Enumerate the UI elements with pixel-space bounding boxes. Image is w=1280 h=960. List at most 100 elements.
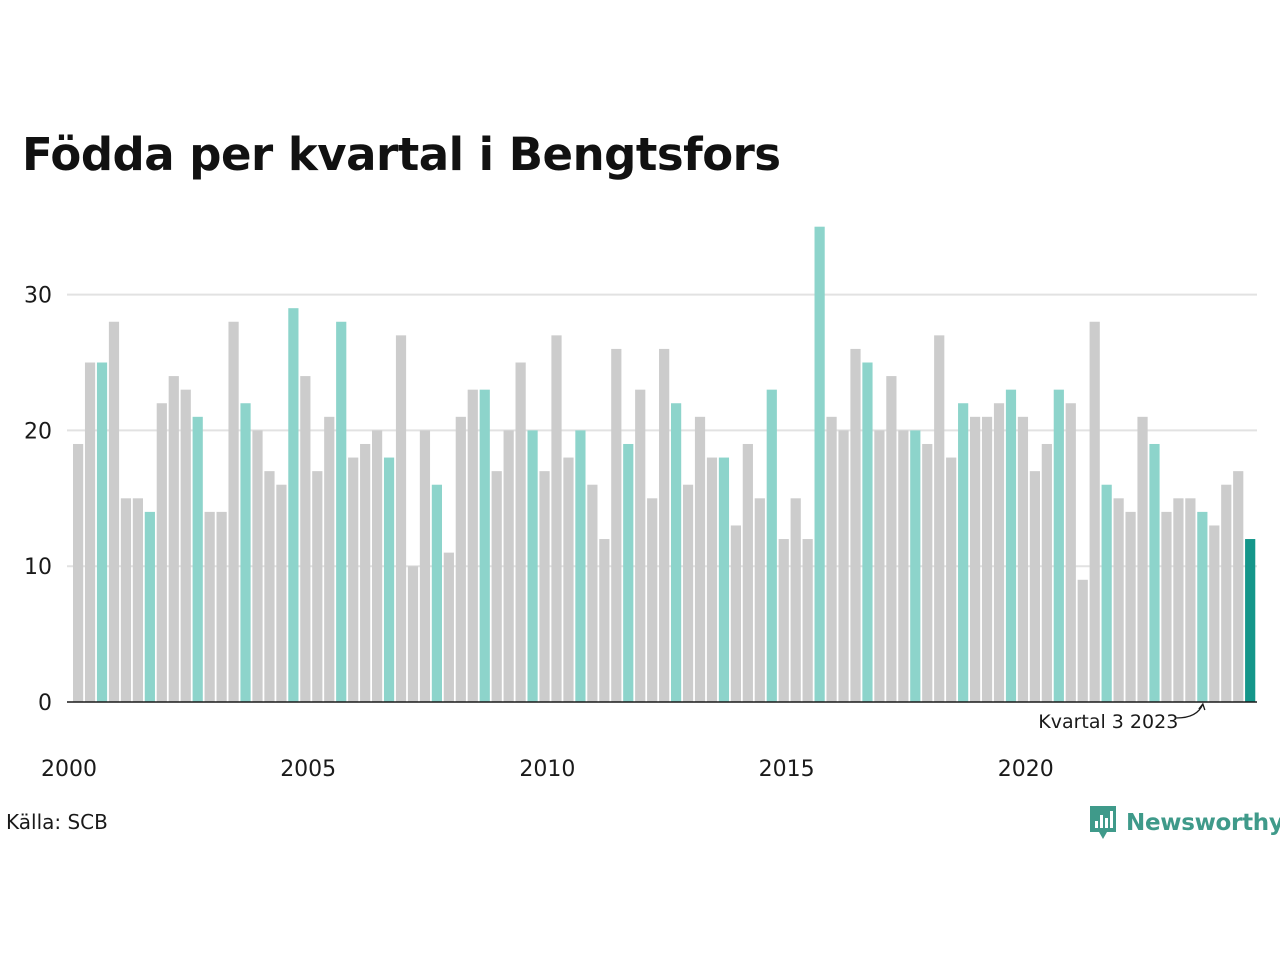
bar-2015-q3	[814, 226, 825, 702]
annotation-arrow	[1176, 702, 1206, 719]
bar-2007-q3	[431, 484, 442, 702]
bar-2019-q3	[1005, 389, 1017, 702]
bar-2024-q2	[1233, 471, 1244, 702]
bar-2017-q1	[886, 376, 897, 702]
bar-2009-q3	[527, 430, 538, 702]
source-note: Källa: SCB	[6, 810, 108, 834]
y-tick-label: 10	[24, 555, 52, 580]
bar-2024-q1	[1221, 484, 1232, 702]
bar-2002-q4	[204, 511, 215, 702]
bar-2018-q1	[934, 335, 945, 702]
bar-2010-q3	[575, 430, 586, 702]
bar-2021-q3	[1101, 484, 1112, 702]
bars	[73, 226, 1256, 702]
bar-2000-q1	[73, 443, 84, 702]
bar-2020-q1	[1029, 471, 1040, 702]
bar-2004-q3	[288, 308, 299, 702]
x-tick-label: 2005	[280, 757, 336, 782]
bar-2014-q1	[742, 443, 753, 702]
bar-2023-q1	[1173, 498, 1184, 702]
bar-2000-q2	[84, 362, 96, 702]
bar-2015-q4	[826, 416, 837, 702]
bar-2017-q2	[898, 430, 909, 702]
bar-2009-q2	[515, 362, 526, 702]
bar-2001-q3	[144, 511, 155, 702]
x-tick-label: 2015	[759, 757, 815, 782]
bar-2018-q3	[958, 403, 969, 702]
bar-2010-q2	[563, 457, 574, 702]
bar-2019-q2	[993, 403, 1005, 702]
bar-2003-q3	[240, 403, 251, 702]
bar-2009-q4	[539, 471, 550, 702]
bar-2023-q3	[1197, 511, 1208, 702]
bar-2010-q4	[587, 484, 598, 702]
y-tick-label: 20	[24, 419, 52, 444]
bar-2005-q4	[348, 457, 359, 702]
bar-2006-q4	[395, 335, 407, 702]
bar-2003-q2	[228, 321, 239, 702]
bar-2011-q4	[635, 389, 646, 702]
bar-2008-q1	[455, 416, 466, 702]
bar-2016-q2	[850, 348, 861, 702]
bar-2004-q4	[300, 376, 311, 702]
bar-2007-q1	[407, 566, 419, 702]
bar-2014-q3	[766, 389, 777, 702]
bar-2005-q1	[312, 471, 323, 702]
bar-2011-q1	[599, 539, 610, 702]
brand-name: Newsworthy	[1126, 810, 1280, 836]
bar-2020-q4	[1065, 403, 1076, 702]
bar-2013-q1	[694, 416, 706, 702]
bar-2009-q1	[503, 430, 514, 702]
y-tick-label: 0	[38, 691, 52, 716]
annotation: Kvartal 3 2023	[1038, 702, 1206, 733]
bar-2002-q1	[168, 376, 179, 702]
bar-2021-q1	[1077, 579, 1088, 702]
bar-2014-q2	[754, 498, 765, 702]
y-axis-labels: 0 10 20 30	[24, 284, 52, 716]
bar-2022-q2	[1137, 416, 1148, 702]
bar-2012-q1	[647, 498, 658, 702]
bar-2022-q1	[1125, 511, 1136, 702]
bar-2024-q3	[1245, 539, 1256, 702]
bar-2015-q2	[802, 539, 813, 702]
bar-2021-q2	[1089, 321, 1100, 702]
bar-2017-q3	[910, 430, 921, 702]
y-tick-label: 30	[24, 284, 52, 309]
bar-2014-q4	[778, 539, 789, 702]
bar-2004-q2	[276, 484, 287, 702]
bar-2007-q2	[419, 430, 431, 702]
x-tick-label: 2020	[998, 757, 1054, 782]
bar-2008-q2	[467, 389, 478, 702]
bar-2019-q1	[981, 416, 993, 702]
bar-2016-q1	[838, 430, 849, 702]
bar-2002-q3	[192, 416, 203, 702]
bar-2016-q3	[862, 362, 873, 702]
bar-2003-q1	[216, 511, 227, 702]
bar-2002-q2	[180, 389, 191, 702]
bar-2008-q4	[491, 471, 502, 702]
bar-2005-q2	[324, 416, 335, 702]
bar-2000-q3	[96, 362, 108, 702]
bar-2020-q3	[1053, 389, 1064, 702]
bar-2011-q3	[623, 443, 634, 702]
bar-2001-q1	[120, 498, 132, 702]
brand-logo: Newsworthy	[1088, 803, 1280, 843]
bar-2018-q2	[946, 457, 957, 702]
x-tick-label: 2000	[41, 757, 97, 782]
bar-2011-q2	[611, 348, 622, 702]
bar-2022-q4	[1161, 511, 1172, 702]
bar-2000-q4	[108, 321, 120, 702]
bar-2005-q3	[336, 321, 347, 702]
bar-2012-q2	[659, 348, 670, 702]
bar-2003-q4	[252, 430, 263, 702]
bar-2013-q4	[730, 525, 741, 702]
x-axis-labels: 2000 2005 2010 2015 2020	[41, 757, 1054, 782]
bar-2022-q3	[1149, 443, 1160, 702]
x-tick-label: 2010	[519, 757, 575, 782]
bar-2006-q3	[383, 457, 395, 702]
chart-title: Födda per kvartal i Bengtsfors	[22, 128, 781, 181]
bar-2006-q1	[360, 443, 371, 702]
annotation-label: Kvartal 3 2023	[1038, 711, 1178, 733]
bar-2016-q4	[874, 430, 885, 702]
